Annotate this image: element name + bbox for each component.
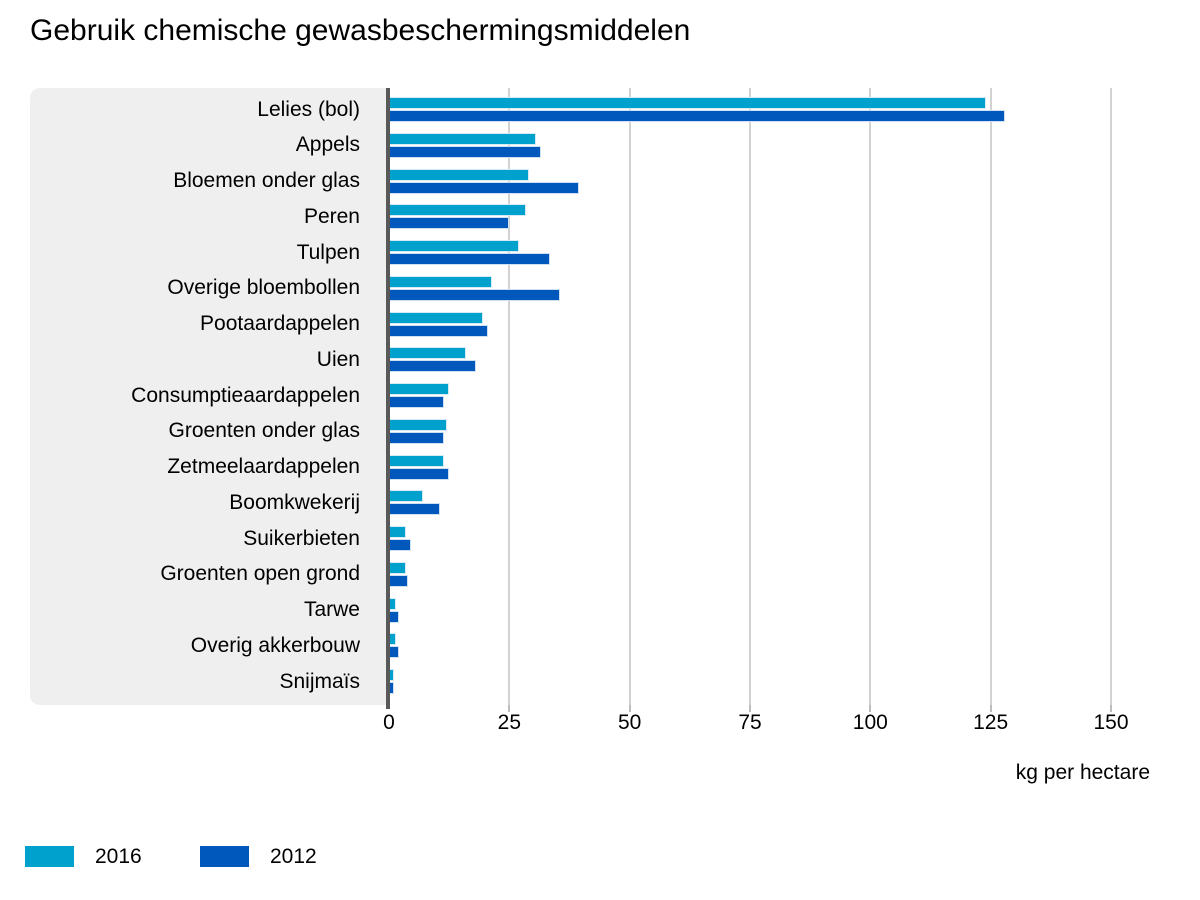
tick-mark-50 <box>628 705 631 712</box>
bar-2012-15 <box>389 610 399 623</box>
bar-2016-2 <box>389 132 536 145</box>
tick-label-150: 150 <box>1093 711 1129 734</box>
category-label-4: Peren <box>303 204 360 228</box>
bar-2012-16 <box>389 646 399 659</box>
bar-2012-7 <box>389 324 488 337</box>
category-label-10: Groenten onder glas <box>168 419 360 443</box>
tick-label-50: 50 <box>617 711 642 734</box>
bar-2016-16 <box>389 633 397 646</box>
bar-2012-1 <box>389 110 1006 123</box>
bar-2016-9 <box>389 383 450 396</box>
bar-2012-12 <box>389 503 440 516</box>
legend-swatch-2012 <box>200 846 249 867</box>
bar-2012-4 <box>389 217 510 230</box>
legend-label-2016: 2016 <box>95 845 142 868</box>
chart-panel <box>30 88 1140 705</box>
tick-label-125: 125 <box>973 711 1009 734</box>
tick-label-25: 25 <box>497 711 521 734</box>
gridline-50 <box>628 88 631 705</box>
category-label-3: Bloemen onder glas <box>173 169 360 193</box>
gridline-25 <box>508 88 511 705</box>
bar-2012-2 <box>389 145 541 158</box>
legend-swatch-2016 <box>25 846 74 867</box>
category-label-17: Snijmaïs <box>279 669 360 693</box>
x-axis-unit-label: kg per hectare <box>1015 761 1150 784</box>
tick-mark-25 <box>508 705 511 712</box>
tick-mark-100 <box>869 705 872 712</box>
bar-2016-10 <box>389 418 447 431</box>
cbs-logo <box>76 701 122 705</box>
category-label-1: Lelies (bol) <box>257 97 360 121</box>
category-label-6: Overige bloembollen <box>167 276 360 300</box>
bar-2016-4 <box>389 204 527 217</box>
category-label-13: Suikerbieten <box>243 526 360 550</box>
tick-mark-150 <box>1110 705 1112 712</box>
category-label-5: Tulpen <box>296 240 360 264</box>
bar-2012-6 <box>389 288 560 301</box>
category-label-16: Overig akkerbouw <box>190 633 360 657</box>
gridline-125 <box>989 88 992 705</box>
category-label-11: Zetmeelaardappelen <box>167 455 360 479</box>
bar-2016-5 <box>389 240 519 253</box>
bar-2016-13 <box>389 526 406 539</box>
bar-2012-3 <box>389 181 580 194</box>
bar-2016-12 <box>389 490 423 503</box>
gridline-75 <box>749 88 751 705</box>
category-label-14: Groenten open grond <box>160 562 360 586</box>
tick-label-75: 75 <box>738 711 762 734</box>
bar-2016-15 <box>389 597 397 610</box>
bar-2012-8 <box>389 360 476 373</box>
legend-label-2012: 2012 <box>270 845 317 868</box>
gridline-100 <box>869 88 872 705</box>
tick-label-0: 0 <box>383 711 395 734</box>
bar-2016-8 <box>389 347 466 360</box>
tick-label-100: 100 <box>852 711 888 734</box>
tick-mark-75 <box>749 705 751 712</box>
chart-title: Gebruik chemische gewasbeschermingsmidde… <box>30 14 691 47</box>
bar-2012-11 <box>389 467 450 480</box>
bar-2012-13 <box>389 539 411 552</box>
bar-2012-9 <box>389 396 445 409</box>
bar-2016-6 <box>389 275 493 288</box>
bar-2016-3 <box>389 168 529 181</box>
gridline-150 <box>1110 88 1112 705</box>
category-label-7: Pootaardappelen <box>200 312 360 336</box>
category-label-8: Uien <box>316 347 360 371</box>
legend: 2016 2012 <box>0 845 1200 869</box>
y-axis-line <box>386 88 390 709</box>
bar-2012-14 <box>389 574 409 587</box>
bar-2016-7 <box>389 311 483 324</box>
bar-2016-1 <box>389 97 986 110</box>
category-label-12: Boomkwekerij <box>229 490 360 514</box>
bar-2012-10 <box>389 431 445 444</box>
category-label-2: Appels <box>295 133 360 157</box>
bar-2012-5 <box>389 253 551 266</box>
plot-area <box>389 88 1140 705</box>
bar-2016-11 <box>389 454 445 467</box>
category-label-9: Consumptieaardappelen <box>131 383 360 407</box>
bar-2016-14 <box>389 561 406 574</box>
tick-mark-125 <box>989 705 992 712</box>
category-label-15: Tarwe <box>303 598 360 622</box>
